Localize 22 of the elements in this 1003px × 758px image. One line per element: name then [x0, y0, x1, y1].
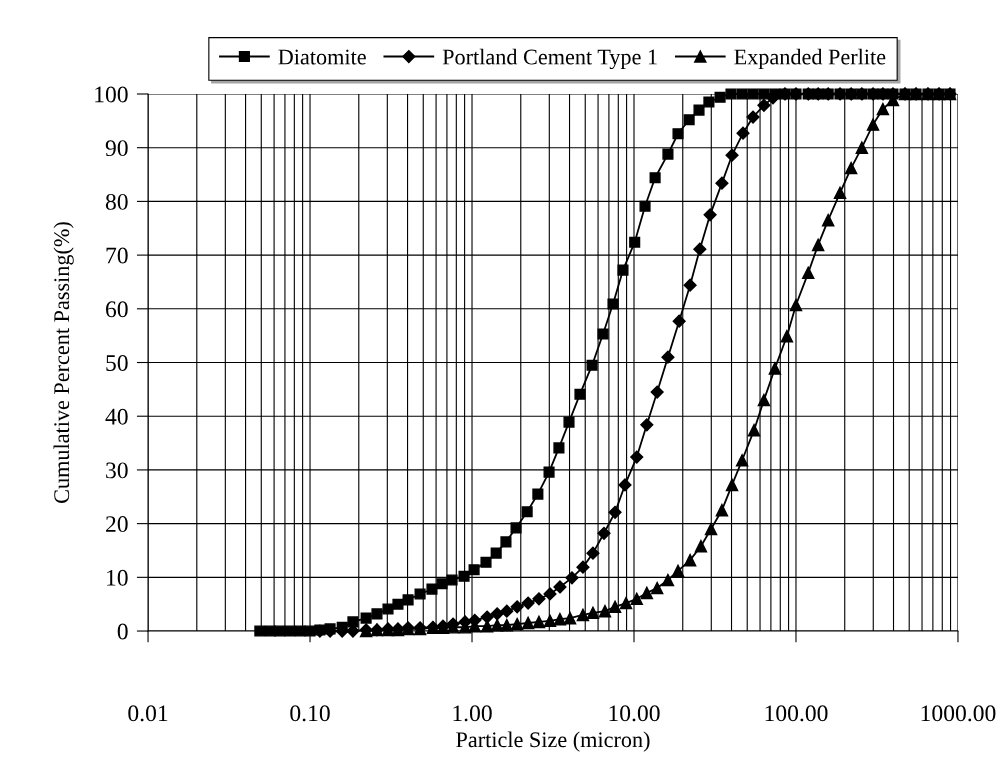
y-tick-label: 20 [106, 516, 128, 533]
x-tick-label: 100.00 [765, 705, 828, 722]
y-tick-label: 0 [117, 623, 128, 640]
x-tick-label: 10.00 [609, 705, 660, 722]
legend-label: Diatomite [278, 49, 366, 65]
x-tick-label: 0.01 [128, 705, 168, 722]
y-tick-label: 100 [95, 86, 128, 103]
x-tick-label: 0.10 [290, 705, 330, 722]
y-tick-label: 90 [105, 140, 128, 157]
legend-label: Expanded Perlite [734, 48, 886, 70]
legend-label: Portland Cement Type 1 [442, 48, 657, 70]
y-tick-label: 30 [106, 462, 128, 479]
y-tick-label: 50 [106, 355, 128, 371]
y-tick-label: 60 [106, 301, 128, 318]
x-tick-label: 1000.00 [921, 705, 996, 722]
x-tick-label: 1.00 [453, 705, 492, 722]
y-tick-label: 10 [107, 569, 128, 586]
y-axis-title: Cumulative Percent Passing(%) [53, 222, 74, 503]
x-axis-title: Particle Size (micron) [456, 731, 650, 752]
y-tick-label: 40 [105, 408, 128, 425]
y-tick-label: 80 [105, 193, 128, 210]
y-tick-label: 70 [106, 247, 128, 264]
